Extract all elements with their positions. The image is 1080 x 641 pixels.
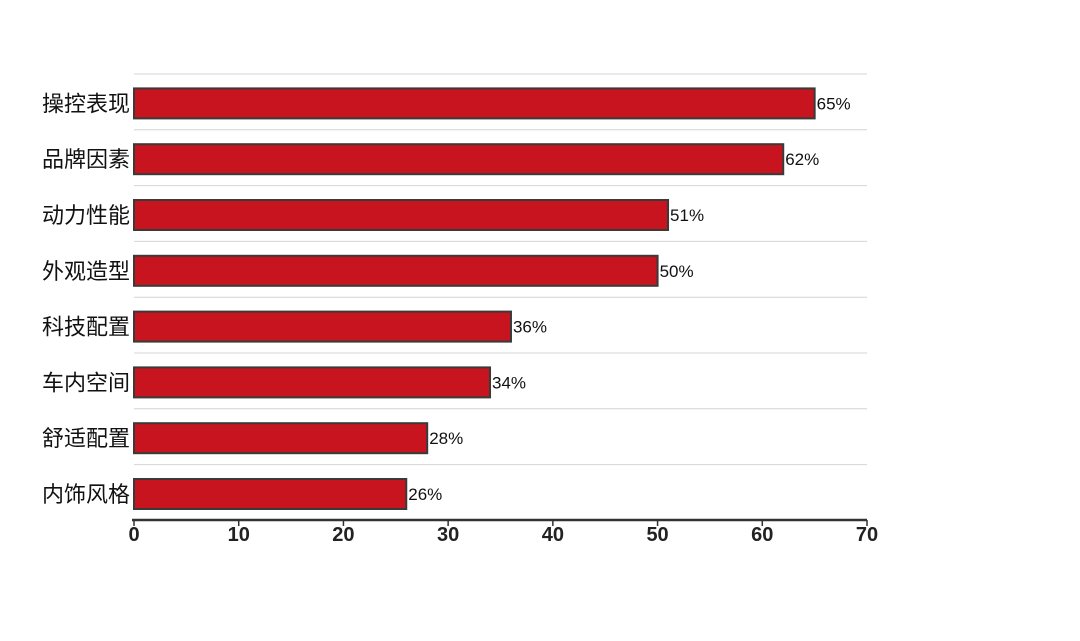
category-label: 车内空间 — [42, 371, 130, 396]
bar — [133, 478, 408, 510]
x-tick-label: 0 — [128, 524, 139, 546]
x-axis: 0 10 20 30 40 50 60 70 — [128, 518, 878, 546]
data-label: 65% — [817, 94, 851, 113]
category-label: 外观造型 — [42, 260, 130, 285]
category-label: 动力性能 — [42, 204, 130, 229]
x-tick-label: 60 — [751, 524, 773, 546]
bars — [133, 87, 816, 510]
x-tick-label: 40 — [542, 524, 564, 546]
data-label: 28% — [429, 429, 463, 448]
data-label: 62% — [785, 150, 819, 169]
bar — [133, 254, 659, 287]
category-label: 品牌因素 — [42, 148, 130, 173]
data-label: 36% — [513, 318, 547, 337]
x-tick-label: 70 — [856, 524, 878, 546]
data-label: 50% — [660, 262, 694, 281]
x-tick-label: 50 — [646, 524, 668, 546]
data-label: 34% — [492, 373, 526, 392]
bar — [133, 87, 816, 120]
category-label: 操控表现 — [42, 92, 130, 117]
bar — [133, 310, 512, 343]
bar — [133, 366, 492, 399]
x-tick-label: 30 — [437, 524, 459, 546]
grid-lines — [134, 73, 867, 466]
x-tick-label: 20 — [332, 524, 354, 546]
bar — [133, 143, 785, 176]
bar — [133, 422, 429, 455]
category-label: 内饰风格 — [42, 483, 130, 508]
category-label: 舒适配置 — [42, 427, 130, 452]
data-label: 51% — [670, 206, 704, 225]
data-label: 26% — [408, 485, 442, 504]
category-label: 科技配置 — [42, 316, 130, 341]
bar — [133, 199, 670, 231]
labels: 操控表现 65% 品牌因素 62% 动力性能 51% 外观造型 50% 科技配置 36% 车内空间 3… — [42, 92, 851, 508]
x-tick-label: 10 — [228, 524, 250, 546]
